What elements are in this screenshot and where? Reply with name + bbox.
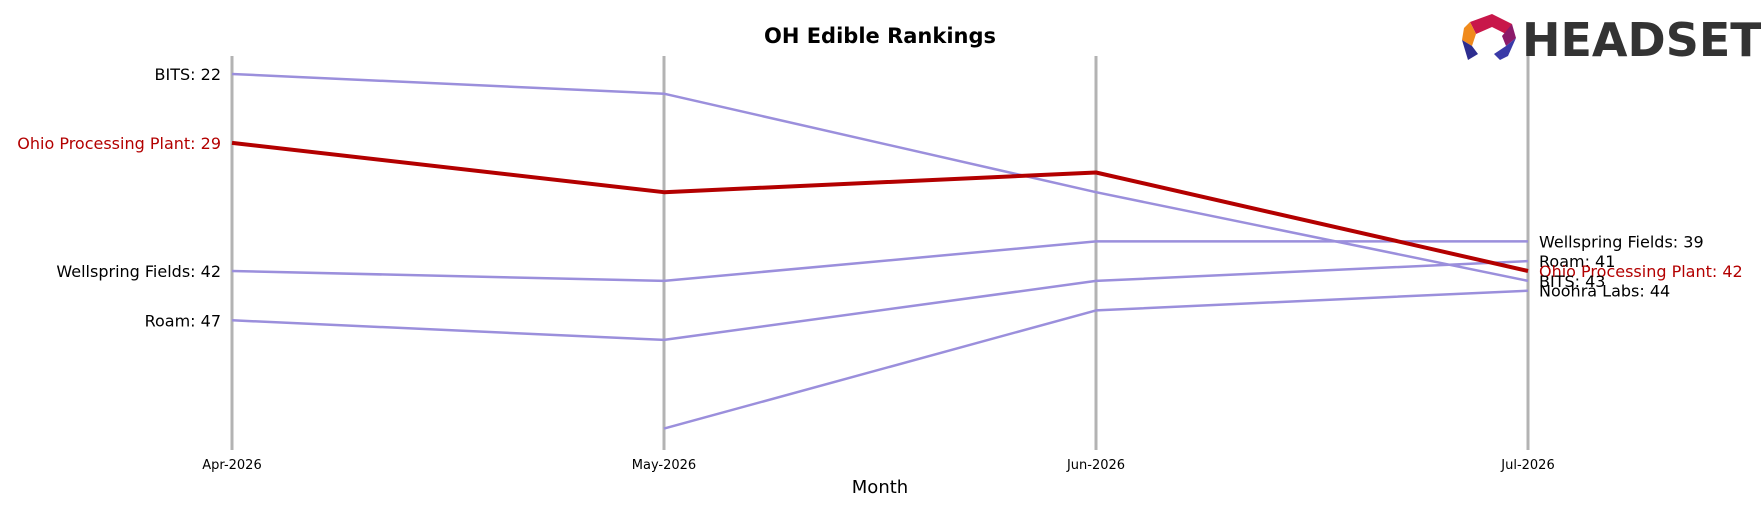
x-tick-label-may-2026: May-2026 <box>632 458 696 473</box>
headset-hexagon-logo-icon <box>1462 14 1516 60</box>
series-line-roam <box>231 259 1529 342</box>
end-label-bits-43: BITS: 43 <box>1539 272 1605 291</box>
chart-title: OH Edible Rankings <box>764 24 996 48</box>
end-label-wellspring-fields-39: Wellspring Fields: 39 <box>1539 232 1704 251</box>
start-label-wellspring-fields-42: Wellspring Fields: 42 <box>56 262 221 281</box>
series-line-ohio-processing-plant <box>231 140 1529 273</box>
series-line-bits <box>231 72 1529 283</box>
x-tick-label-apr-2026: Apr-2026 <box>202 458 261 473</box>
start-label-bits-22: BITS: 22 <box>155 65 221 84</box>
month-gridlines <box>230 56 1530 450</box>
x-tick-label-jul-2026: Jul-2026 <box>1500 458 1554 473</box>
end-label-noohra-labs-44: Noohra Labs: 44 <box>1539 282 1670 301</box>
start-label-roam-47: Roam: 47 <box>145 311 221 330</box>
end-label-ohio-processing-plant-42: Ohio Processing Plant: 42 <box>1539 262 1743 281</box>
x-axis-label: Month <box>852 477 908 498</box>
series-lines <box>231 72 1529 430</box>
series-line-noohra-labs <box>663 289 1529 430</box>
start-label-ohio-processing-plant-29: Ohio Processing Plant: 29 <box>17 134 221 153</box>
start-labels: BITS: 22 Ohio Processing Plant: 29 Wellspr… <box>17 65 221 330</box>
series-line-wellspring-fields <box>231 240 1528 283</box>
x-axis-ticks: Apr-2026 May-2026 Jun-2026 Jul-2026 <box>202 458 1554 473</box>
end-label-roam-41: Roam: 41 <box>1539 252 1615 271</box>
x-tick-label-jun-2026: Jun-2026 <box>1066 458 1125 473</box>
headset-logo: HEADSET <box>1462 13 1761 67</box>
headset-logo-text: HEADSET <box>1522 13 1761 67</box>
